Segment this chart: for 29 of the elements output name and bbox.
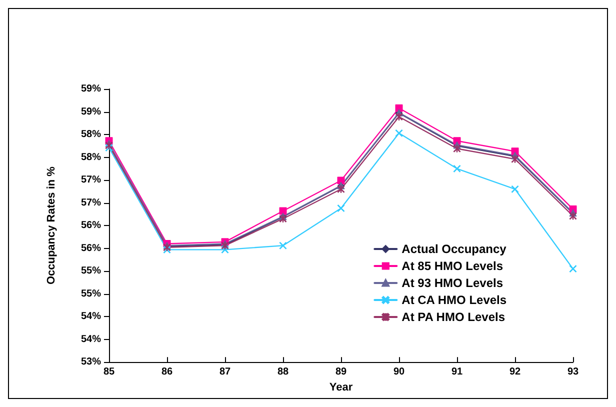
- legend-label: At PA HMO Levels: [402, 310, 506, 324]
- y-tick-label: 58%: [80, 129, 102, 140]
- y-tick-label: 55%: [80, 266, 102, 277]
- x-tick-label: 90: [393, 366, 405, 378]
- y-axis-title: Occupancy Rates in %: [46, 166, 58, 285]
- x-tick-label: 91: [451, 366, 463, 378]
- y-tick-label: 54%: [80, 334, 102, 345]
- legend-label: At 85 HMO Levels: [402, 259, 504, 273]
- y-tick-label: 59%: [80, 106, 102, 118]
- x-tick-label: 85: [103, 366, 115, 378]
- legend-label: At CA HMO Levels: [402, 293, 507, 307]
- x-tick-label: 93: [567, 366, 579, 378]
- y-tick-label: 57%: [80, 174, 102, 186]
- x-tick-label: 87: [219, 366, 231, 378]
- x-tick-label: 88: [277, 366, 289, 378]
- x-tick-label: 86: [161, 366, 173, 378]
- y-tick-label: 53%: [80, 356, 102, 368]
- x-tick-label: 92: [509, 366, 521, 378]
- x-tick-label: 89: [335, 366, 347, 378]
- x-axis-title: Year: [329, 382, 354, 394]
- y-tick-label: 57%: [80, 197, 102, 208]
- legend-label: At 93 HMO Levels: [402, 276, 504, 290]
- y-tick-label: 56%: [80, 242, 102, 254]
- legend-label: Actual Occupancy: [402, 242, 507, 256]
- y-tick-label: 56%: [80, 220, 102, 232]
- y-tick-label: 55%: [80, 288, 102, 300]
- y-tick-label: 58%: [80, 152, 102, 163]
- y-tick-label: 59%: [80, 84, 102, 94]
- y-tick-label: 54%: [80, 311, 102, 322]
